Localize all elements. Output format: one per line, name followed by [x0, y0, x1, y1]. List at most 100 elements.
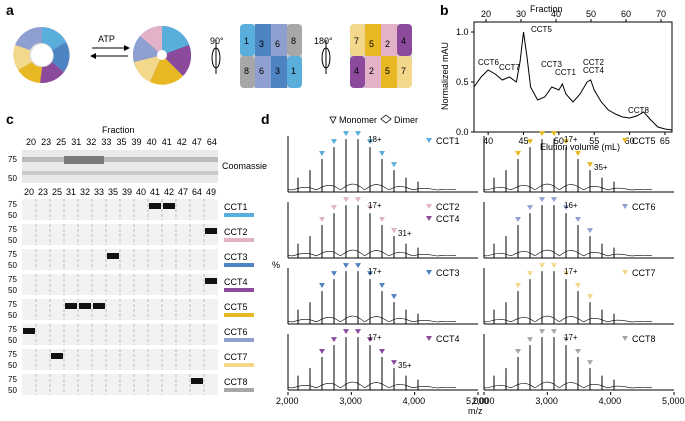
monomer-marker: [391, 294, 397, 300]
blot-label-cct5: CCT5: [224, 302, 248, 312]
mau-tick-label: 0.0: [456, 127, 469, 137]
blot-fraction-label: 41: [150, 187, 160, 197]
blot-band: [23, 328, 35, 334]
blot-cct1: 75 50 CCT1: [8, 199, 254, 220]
mz-tick-label: 2,000: [472, 396, 495, 406]
charge-state-label: 16+: [564, 201, 578, 210]
mz-tick-label: 4,000: [599, 396, 622, 406]
subunit-back-6: 2: [369, 66, 374, 76]
dimer-charge-label: 35+: [594, 163, 608, 172]
monomer-marker: [379, 151, 385, 157]
monomer-marker: [391, 228, 397, 234]
legend-monomer: Monomer: [339, 115, 377, 125]
blot-mw-75: 75: [8, 350, 17, 359]
monomer-marker: [331, 139, 337, 145]
spectrum-noise: [287, 183, 457, 192]
blot-fraction-label: 20: [24, 187, 34, 197]
monomer-marker: [355, 197, 361, 203]
subunit-back-5: 4: [354, 66, 359, 76]
monomer-marker: [563, 271, 569, 277]
mz-tick-label: 3,000: [535, 396, 558, 406]
spectrum-cct7: 17+ CCT7: [483, 263, 674, 325]
fraction-tick-label: 70: [656, 9, 666, 19]
coomassie-fraction-label: 33: [101, 137, 111, 147]
blot-mw-50: 50: [8, 386, 17, 395]
coomassie-fraction-labels: 20 23 25 31 32 33 35 39 40 41 42 47 64: [26, 137, 217, 147]
blot-band: [93, 303, 105, 309]
spectrum-legend-marker: [426, 204, 432, 209]
blot-fraction-label: 47: [178, 187, 188, 197]
coomassie-fraction-label: 32: [86, 137, 96, 147]
blot-label-cct6: CCT6: [224, 327, 248, 337]
dimer-charge-label: 31+: [398, 229, 412, 238]
mau-axis-title: Normalized mAU: [440, 42, 450, 110]
blot-cct6: 75 50 CCT6: [8, 324, 254, 345]
subunit-back-4: 4: [401, 36, 406, 46]
coomassie-fraction-label: 31: [71, 137, 81, 147]
monomer-marker: [527, 337, 533, 343]
monomer-marker: [379, 217, 385, 223]
monomer-marker: [319, 217, 325, 223]
blot-band: [205, 278, 217, 284]
coomassie-band-upper: [22, 157, 218, 162]
fraction-axis-title: Fraction: [530, 4, 563, 14]
monomer-marker: [551, 329, 557, 335]
coomassie-mw-50: 50: [8, 174, 17, 183]
blot-mw-75: 75: [8, 375, 17, 384]
spectrum-noise: [483, 315, 653, 324]
monomer-marker: [527, 139, 533, 145]
spectrum-cct5: 17+ 35+ CCT5: [483, 131, 674, 193]
spectrum-label: CCT1: [436, 136, 460, 146]
fraction-ticks: 20 30 40 50 60 70: [481, 9, 666, 22]
blot-fraction-label: 23: [38, 187, 48, 197]
peak-label-cct6: CCT6: [478, 58, 499, 67]
blot-fraction-label: 39: [122, 187, 132, 197]
monomer-marker: [331, 337, 337, 343]
dimer-charge-label: 35+: [398, 361, 412, 370]
monomer-marker: [539, 263, 545, 269]
volume-tick-label: 40: [483, 136, 493, 146]
blot-label-cct1: CCT1: [224, 202, 248, 212]
fraction-tick-label: 40: [551, 9, 561, 19]
blot-band: [205, 228, 217, 234]
mz-tick-label: 5,000: [662, 396, 685, 406]
charge-state-label: 17+: [368, 201, 382, 210]
monomer-marker: [515, 151, 521, 157]
spectrum-cct3: 17+ CCT3: [287, 263, 478, 325]
mau-ticks: 0.0 0.5 1.0: [456, 27, 474, 137]
ms-spectra: 18+ CCT1 17+ 35+ CCT5 17+ 31+ CCT2 CCT4 16+ CCT6 17…: [287, 131, 674, 391]
spectrum-label: CCT7: [632, 268, 656, 278]
monomer-marker: [379, 283, 385, 289]
blot-fraction-label: 49: [206, 187, 216, 197]
mz-tick-label: 4,000: [403, 396, 426, 406]
monomer-marker: [527, 205, 533, 211]
spectrum-cct8: 17+ CCT8: [483, 329, 674, 391]
blot-mw-75: 75: [8, 275, 17, 284]
spectrum-label: CCT4: [436, 334, 460, 344]
coomassie-fraction-label: 64: [207, 137, 217, 147]
monomer-marker: [575, 217, 581, 223]
fraction-tick-label: 30: [516, 9, 526, 19]
blot-band: [191, 378, 203, 384]
monomer-marker: [587, 162, 593, 168]
western-blots: 75 50 CCT1 75 50 CCT2 75 50 CCT3 75 50 CCT4 75 50 CCT5…: [8, 199, 254, 395]
monomer-marker: [539, 329, 545, 335]
blot-color-key: [224, 238, 254, 242]
blot-fraction-label: 35: [108, 187, 118, 197]
chromatogram-trace: [473, 31, 673, 131]
monomer-marker: [575, 349, 581, 355]
blot-label-cct8: CCT8: [224, 377, 248, 387]
spectrum-noise: [483, 183, 653, 192]
monomer-marker: [343, 197, 349, 203]
peak-label-cct8: CCT8: [628, 106, 649, 115]
spectrum-noise: [287, 315, 457, 324]
blot-fraction-label: 42: [164, 187, 174, 197]
peak-label-cct5: CCT5: [531, 25, 552, 34]
coomassie-fraction-label: 23: [41, 137, 51, 147]
mz-axis-label: m/z: [468, 406, 483, 416]
subunit-back-3: 2: [385, 39, 390, 49]
blot-fraction-labels: 20 23 25 31 32 33 35 39 40 41 42 47 64 49: [24, 187, 216, 197]
monomer-marker: [319, 151, 325, 157]
coomassie-label: Coomassie: [222, 161, 267, 171]
rotate-arrow-2: [321, 40, 331, 74]
